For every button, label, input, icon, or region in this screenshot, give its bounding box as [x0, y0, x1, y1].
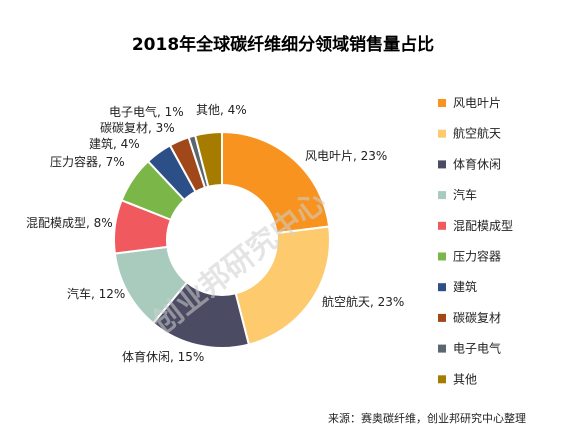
source-note: 来源：赛奥碳纤维，创业邦研究中心整理: [328, 412, 526, 425]
legend-swatch-8: [438, 313, 446, 322]
data-label-3: 体育休闲, 15%: [122, 349, 204, 364]
legend-label-8: 碳碳复材: [453, 311, 501, 325]
legend-swatch-7: [438, 283, 446, 292]
data-label-1: 风电叶片, 23%: [305, 149, 387, 163]
legend-label-9: 电子电气: [453, 341, 501, 356]
slice-2: [234, 225, 331, 346]
slice-1: [221, 130, 331, 235]
legend-label-5: 混配模成型: [453, 219, 513, 233]
legend-swatch-5: [438, 221, 446, 230]
chart-title: 2018年全球碳纤维细分领域销售量占比: [131, 35, 435, 55]
legend-swatch-10: [438, 375, 446, 384]
legend-label-7: 建筑: [453, 279, 477, 294]
legend-label-6: 压力容器: [453, 249, 501, 264]
legend-label-1: 风电叶片: [453, 96, 501, 110]
data-label-8: 碳碳复材, 3%: [100, 121, 175, 135]
legend-swatch-9: [438, 344, 446, 353]
legend-swatch-3: [438, 160, 446, 169]
slice-10: [193, 130, 223, 188]
data-label-6: 压力容器, 7%: [50, 154, 125, 169]
legend-swatch-6: [438, 252, 446, 261]
slices-group: [113, 130, 331, 349]
data-label-7: 建筑, 4%: [89, 136, 140, 151]
legend-swatch-1: [438, 99, 446, 107]
data-label-5: 混配模成型, 8%: [26, 216, 113, 230]
legend-label-2: 航空航天: [453, 126, 501, 141]
data-label-10: 其他, 4%: [196, 103, 247, 117]
legend-label-3: 体育休闲: [453, 156, 501, 171]
legend-swatch-2: [438, 129, 446, 138]
legend-label-10: 其他: [453, 372, 477, 386]
data-label-2: 航空航天, 23%: [322, 294, 404, 309]
data-label-9: 电子电气, 1%: [109, 104, 184, 119]
legend-swatch-4: [438, 191, 446, 200]
data-labels-group: 风电叶片, 23% 航空航天, 23% 体育休闲, 15% 汽车, 12% 混配模成型,…: [26, 103, 404, 364]
legend-label-4: 汽车: [453, 187, 477, 202]
data-label-4: 汽车, 12%: [67, 286, 125, 301]
